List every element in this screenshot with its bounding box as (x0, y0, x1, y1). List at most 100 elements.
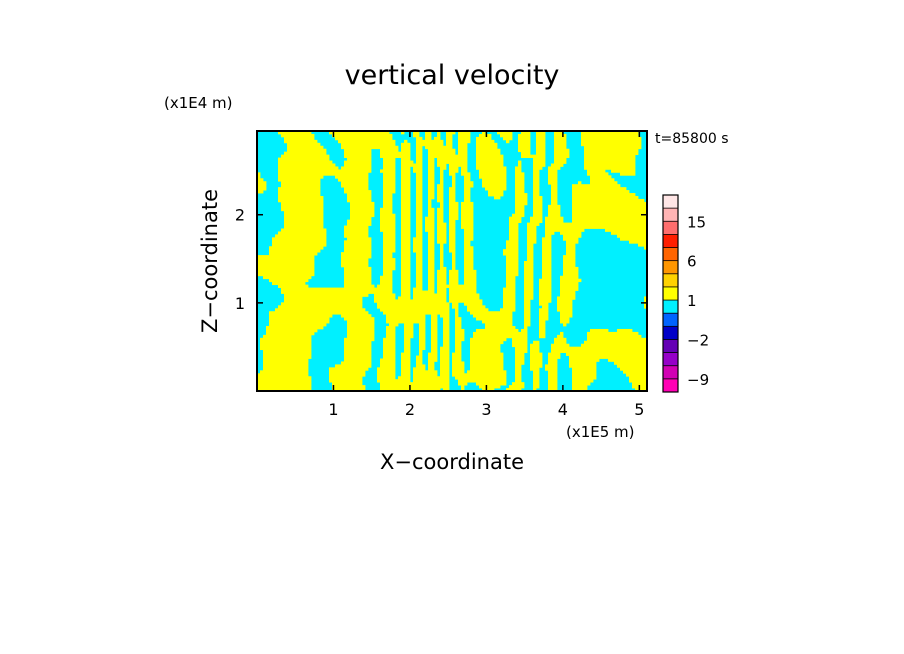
positive-velocity-patch (383, 201, 393, 206)
positive-velocity-patch (470, 340, 504, 345)
positive-velocity-patch (263, 367, 309, 371)
positive-velocity-patch (542, 261, 552, 265)
positive-velocity-patch (524, 290, 534, 294)
positive-velocity-patch (341, 255, 372, 259)
positive-velocity-patch (464, 269, 477, 274)
positive-velocity-patch (383, 234, 396, 238)
positive-velocity-patch (428, 231, 435, 235)
positive-velocity-patch (386, 314, 426, 318)
positive-velocity-patch (278, 231, 327, 235)
positive-velocity-patch (515, 379, 522, 383)
colorbar-segment (663, 326, 678, 340)
positive-velocity-patch (572, 190, 630, 194)
positive-velocity-patch (416, 216, 423, 221)
positive-velocity-patch (419, 337, 426, 342)
positive-velocity-patch (542, 269, 552, 274)
positive-velocity-patch (383, 249, 396, 253)
positive-velocity-patch (464, 272, 477, 277)
positive-velocity-patch (263, 352, 312, 356)
positive-velocity-patch (374, 299, 447, 303)
positive-velocity-patch (452, 302, 459, 306)
positive-velocity-patch (374, 296, 396, 300)
positive-velocity-patch (524, 269, 534, 274)
positive-velocity-patch (587, 169, 606, 173)
positive-velocity-patch (347, 334, 375, 339)
positive-velocity-patch (386, 331, 396, 336)
positive-velocity-patch (521, 328, 528, 333)
positive-velocity-patch (461, 213, 474, 218)
positive-velocity-patch (533, 388, 537, 392)
positive-velocity-patch (449, 172, 456, 176)
positive-velocity-patch (551, 196, 558, 200)
positive-velocity-patch (518, 163, 522, 167)
positive-velocity-patch (587, 172, 609, 176)
positive-velocity-patch (425, 131, 432, 135)
positive-velocity-patch (449, 187, 456, 191)
positive-velocity-patch (623, 370, 648, 374)
positive-velocity-patch (452, 255, 456, 259)
positive-velocity-patch (611, 169, 636, 173)
positive-velocity-patch (344, 355, 372, 359)
positive-velocity-patch (449, 237, 456, 241)
positive-velocity-patch (449, 225, 456, 229)
positive-velocity-patch (269, 320, 330, 324)
positive-velocity-patch (443, 343, 450, 348)
positive-velocity-patch (536, 136, 546, 141)
velocity-field (257, 131, 648, 392)
positive-velocity-patch (443, 326, 450, 330)
positive-velocity-patch (452, 252, 456, 256)
positive-velocity-patch (443, 317, 450, 321)
positive-velocity-patch (479, 169, 507, 173)
positive-velocity-patch (344, 151, 372, 156)
positive-velocity-patch (476, 317, 513, 321)
positive-velocity-patch (449, 201, 459, 206)
positive-velocity-patch (425, 222, 435, 226)
positive-velocity-patch (419, 343, 426, 348)
positive-velocity-patch (278, 187, 321, 191)
positive-velocity-patch (572, 376, 597, 380)
positive-velocity-patch (266, 328, 318, 333)
positive-velocity-patch (257, 172, 261, 176)
positive-velocity-patch (431, 326, 438, 330)
positive-velocity-patch (380, 148, 399, 153)
positive-velocity-patch (527, 240, 537, 244)
positive-velocity-patch (545, 216, 564, 221)
positive-velocity-patch (416, 284, 423, 288)
positive-velocity-patch (452, 355, 462, 359)
positive-velocity-patch (401, 225, 411, 229)
positive-velocity-patch (506, 275, 516, 280)
positive-velocity-patch (383, 272, 393, 277)
positive-velocity-patch (428, 243, 435, 247)
positive-velocity-patch (428, 263, 435, 268)
positive-velocity-patch (401, 352, 411, 356)
positive-velocity-patch (557, 296, 576, 300)
positive-velocity-patch (344, 269, 372, 274)
positive-velocity-patch (455, 323, 462, 327)
positive-velocity-patch (344, 346, 372, 351)
positive-velocity-patch (548, 169, 558, 173)
positive-velocity-patch (344, 249, 372, 253)
positive-velocity-patch (452, 181, 456, 185)
positive-velocity-patch (464, 240, 471, 244)
positive-velocity-patch (350, 204, 375, 209)
positive-velocity-patch (629, 376, 648, 380)
positive-velocity-patch (533, 196, 543, 200)
positive-velocity-patch (506, 281, 516, 286)
positive-velocity-patch (620, 237, 648, 241)
positive-velocity-patch (581, 343, 648, 348)
positive-velocity-patch (344, 281, 372, 286)
positive-velocity-patch (425, 228, 435, 232)
positive-velocity-patch (476, 163, 504, 167)
positive-velocity-patch (335, 175, 369, 179)
positive-velocity-patch (437, 287, 447, 291)
positive-velocity-patch (284, 210, 324, 215)
colorbar-segment (663, 234, 678, 248)
positive-velocity-patch (380, 358, 396, 362)
positive-velocity-patch (611, 231, 648, 235)
positive-velocity-patch (428, 287, 435, 291)
positive-velocity-patch (341, 263, 369, 268)
positive-velocity-patch (572, 379, 594, 383)
colorbar-segment (663, 260, 678, 275)
positive-velocity-patch (461, 385, 465, 389)
positive-velocity-patch (458, 133, 471, 138)
